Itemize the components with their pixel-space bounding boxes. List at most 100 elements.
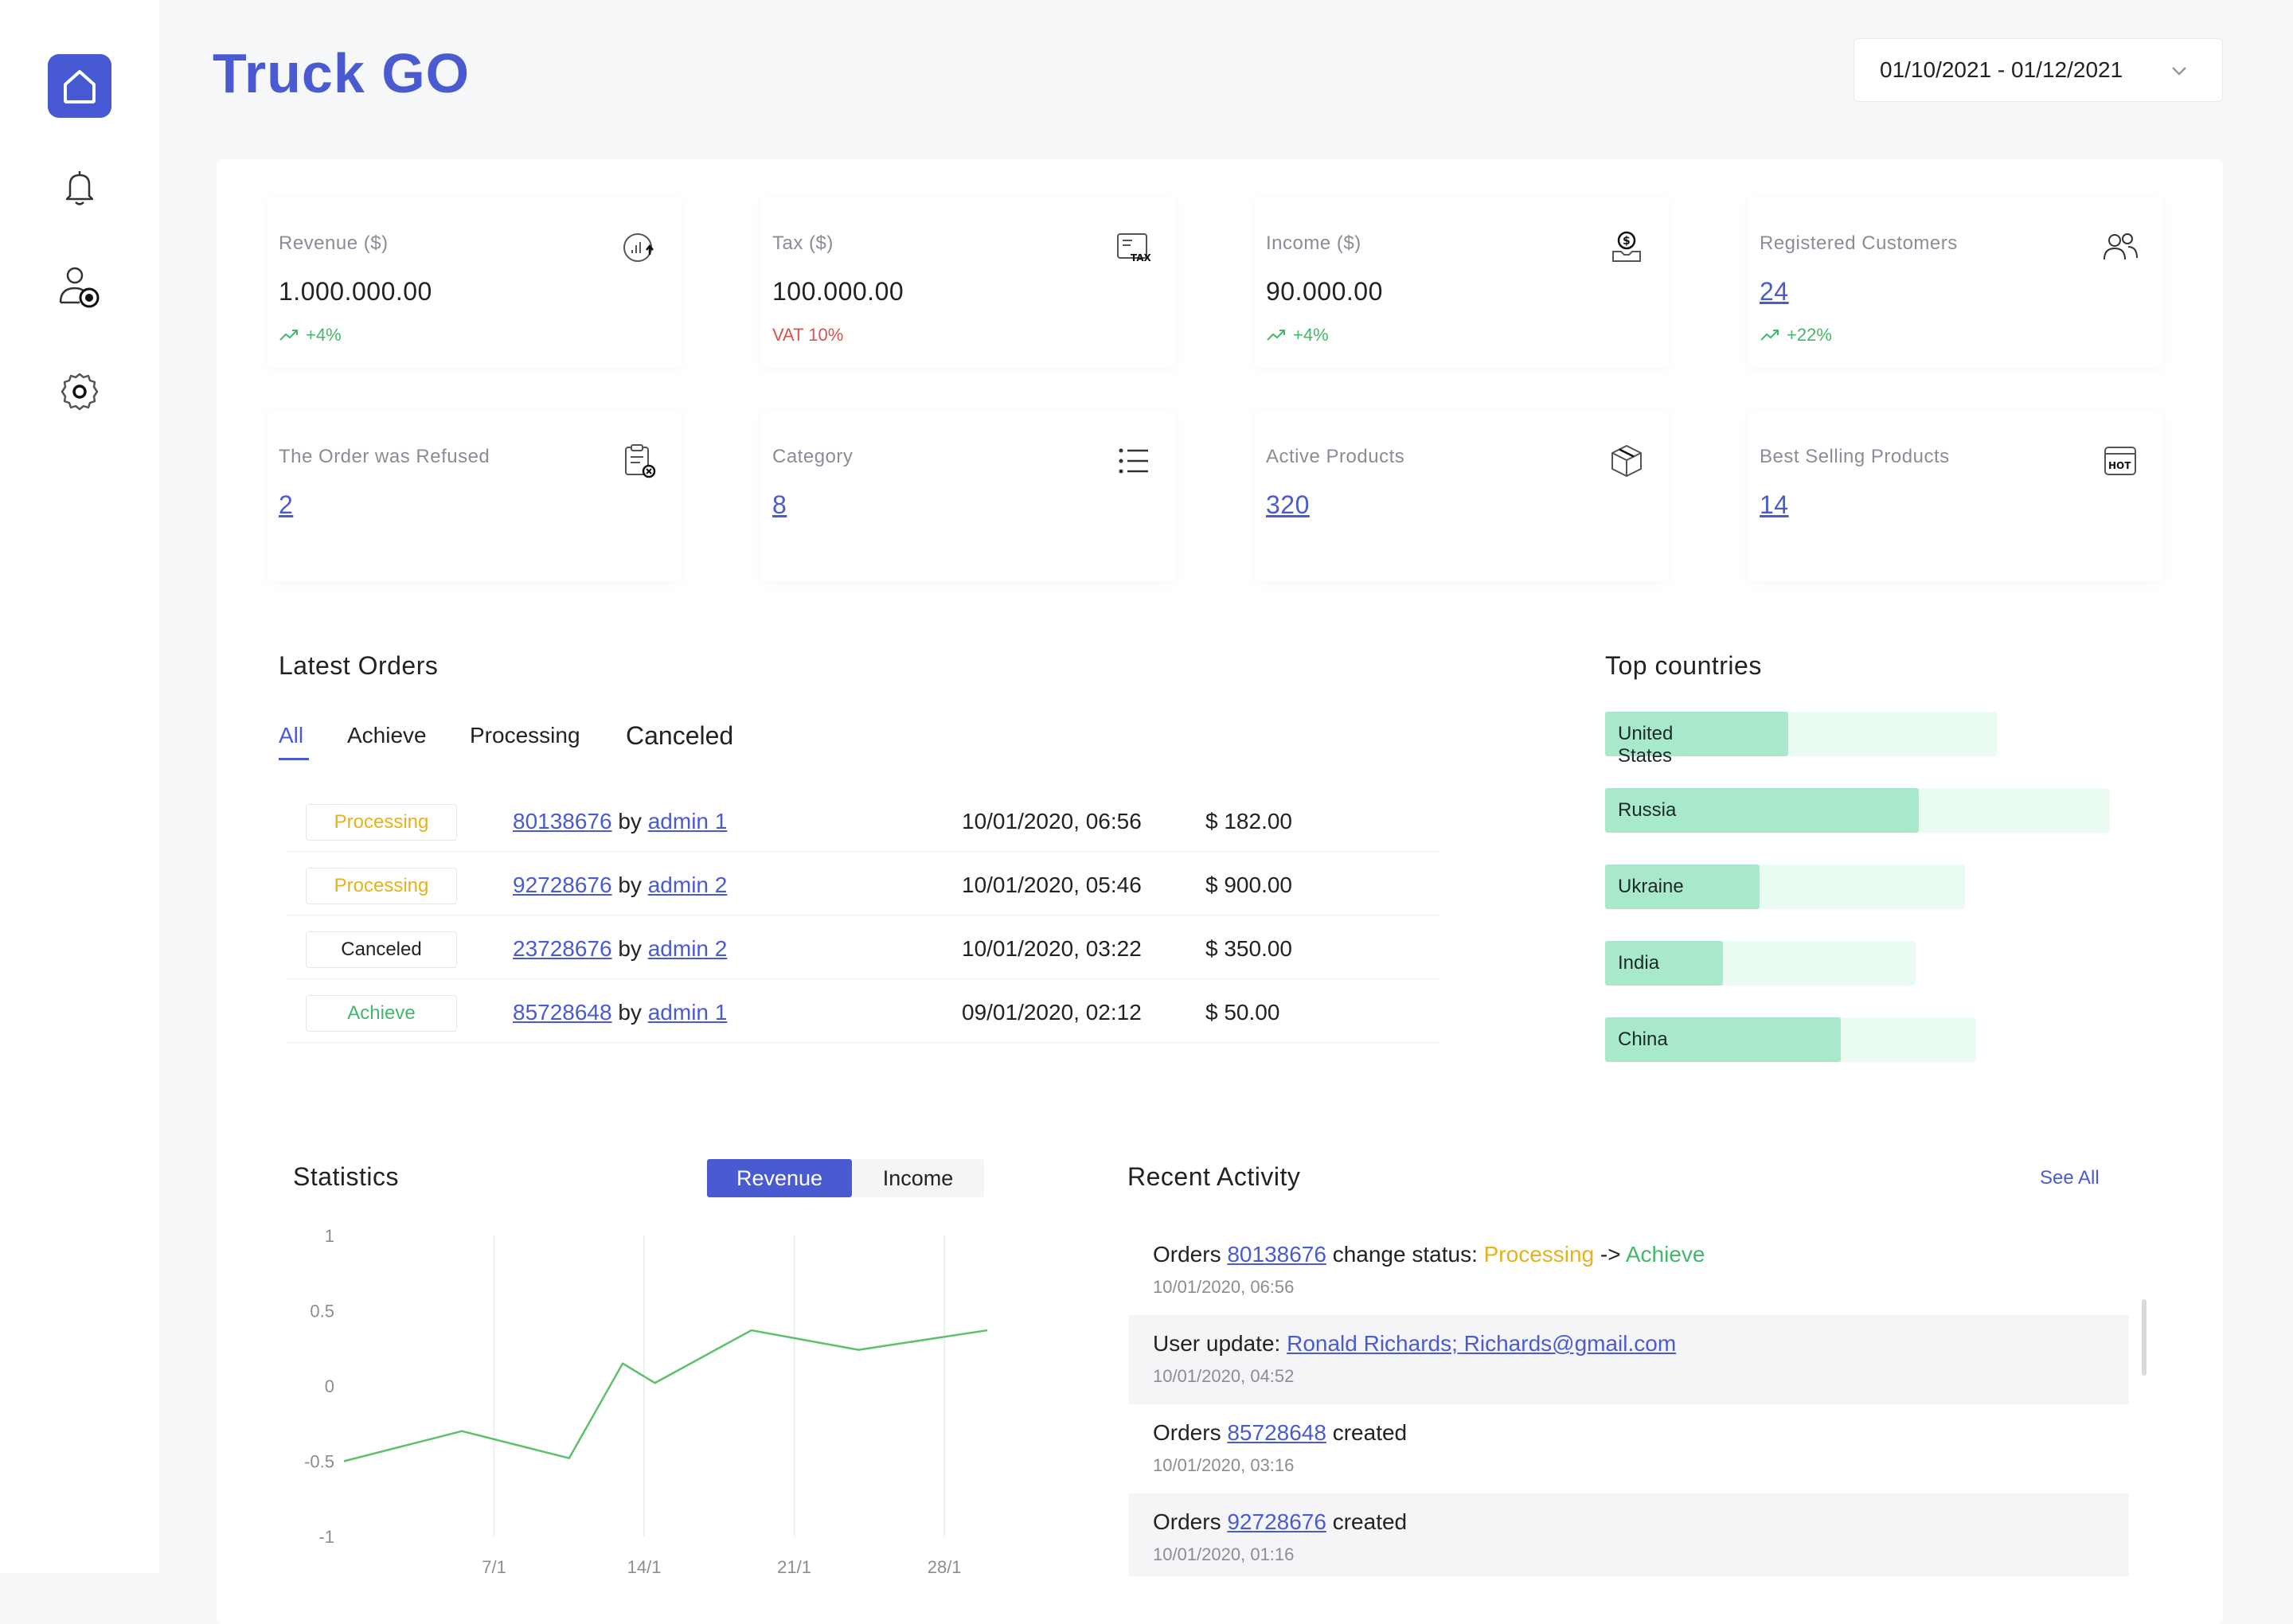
kpi-change: +4% xyxy=(1266,325,1329,345)
order-description: 92728676 by admin 2 xyxy=(513,873,727,898)
y-tick-label: -1 xyxy=(318,1527,334,1547)
clipboard-refused-icon xyxy=(625,444,656,478)
country-name: Russia xyxy=(1618,799,1677,821)
date-range-picker[interactable]: 01/10/2021 - 01/12/2021 xyxy=(1854,38,2223,102)
activity-text: Orders 92728676 created xyxy=(1153,1509,1407,1535)
activity-time: 10/01/2020, 01:16 xyxy=(1153,1544,1295,1564)
activity-prefix: User update: xyxy=(1153,1331,1281,1356)
status-badge: Processing xyxy=(306,868,457,904)
kpi-change: +4% xyxy=(279,325,342,345)
box-icon xyxy=(1611,445,1642,477)
activity-user-link[interactable]: Ronald Richards; Richards@gmail.com xyxy=(1287,1331,1677,1356)
activity-text: Orders 80138676 change status: Processin… xyxy=(1153,1242,1705,1267)
activity-order-link[interactable]: 92728676 xyxy=(1227,1509,1326,1534)
order-row[interactable]: Achieve 85728648 by admin 1 09/01/2020, … xyxy=(285,979,1439,1043)
activity-suffix: created xyxy=(1332,1509,1408,1534)
order-row[interactable]: Processing 80138676 by admin 1 10/01/202… xyxy=(285,788,1439,852)
kpi-label: Tax ($) xyxy=(772,232,834,254)
country-bar-fill xyxy=(1605,712,1788,756)
activity-list[interactable]: Orders 80138676 change status: Processin… xyxy=(1129,1226,2129,1576)
kpi-value-link[interactable]: 8 xyxy=(772,490,787,519)
order-id-link[interactable]: 23728676 xyxy=(513,936,612,961)
order-date: 10/01/2020, 06:56 xyxy=(962,809,1142,833)
svg-text:TAX: TAX xyxy=(1131,252,1151,264)
order-row[interactable]: Processing 92728676 by admin 2 10/01/202… xyxy=(285,852,1439,915)
kpi-revenue: Revenue ($) 1.000.000.00 +4% xyxy=(268,197,682,368)
activity-suffix: created xyxy=(1332,1420,1408,1445)
order-admin-link[interactable]: admin 2 xyxy=(647,936,728,961)
y-tick-label: -0.5 xyxy=(304,1452,334,1472)
order-description: 85728648 by admin 1 xyxy=(513,1000,727,1025)
order-row[interactable]: Canceled 23728676 by admin 2 10/01/2020,… xyxy=(285,915,1439,979)
order-id-link[interactable]: 80138676 xyxy=(513,809,612,833)
order-description: 23728676 by admin 2 xyxy=(513,936,727,962)
chevron-down-icon xyxy=(2172,67,2186,76)
activity-scrollbar[interactable] xyxy=(2142,1299,2147,1376)
activity-item: Orders 92728676 created 10/01/2020, 01:1… xyxy=(1129,1493,2129,1576)
x-tick-label: 28/1 xyxy=(928,1557,962,1577)
tab-achieve[interactable]: Achieve xyxy=(347,723,427,748)
order-date: 10/01/2020, 05:46 xyxy=(962,873,1142,897)
kpi-change-value: +4% xyxy=(306,325,342,345)
kpi-value-link[interactable]: 24 xyxy=(1760,277,1789,306)
kpi-value-link[interactable]: 2 xyxy=(279,490,294,519)
country-name: India xyxy=(1618,952,1660,974)
trend-up-icon xyxy=(1760,330,1779,341)
order-id-link[interactable]: 85728648 xyxy=(513,1000,612,1025)
trend-up-icon xyxy=(279,330,298,341)
user-gear-icon[interactable] xyxy=(48,256,111,320)
order-by-label: by xyxy=(618,1000,642,1025)
toggle-revenue[interactable]: Revenue xyxy=(707,1159,852,1197)
toggle-income[interactable]: Income xyxy=(852,1159,984,1197)
order-admin-link[interactable]: admin 1 xyxy=(647,1000,728,1025)
activity-order-link[interactable]: 80138676 xyxy=(1227,1242,1326,1267)
activity-item: Orders 80138676 change status: Processin… xyxy=(1129,1226,2129,1315)
kpi-best-selling-products: Best Selling Products 14 HOT xyxy=(1748,411,2162,581)
kpi-change-value: +22% xyxy=(1787,325,1832,345)
svg-text:HOT: HOT xyxy=(2108,460,2131,471)
order-admin-link[interactable]: admin 1 xyxy=(647,809,728,833)
order-id-link[interactable]: 92728676 xyxy=(513,873,612,897)
kpi-tax: Tax ($) 100.000.00 VAT 10% TAX xyxy=(761,197,1175,368)
tab-all[interactable]: All xyxy=(279,723,304,748)
tax-receipt-icon: TAX xyxy=(1117,233,1151,264)
series-line xyxy=(343,1329,988,1462)
activity-time: 10/01/2020, 03:16 xyxy=(1153,1455,1295,1475)
kpi-value: 1.000.000.00 xyxy=(279,277,432,306)
money-hand-icon: $ xyxy=(1612,231,1641,262)
y-tick-label: 0 xyxy=(325,1376,334,1396)
bell-icon[interactable] xyxy=(48,156,111,220)
activity-status-from: Processing xyxy=(1483,1242,1595,1267)
activity-prefix: Orders xyxy=(1153,1242,1221,1267)
activity-status-to: Achieve xyxy=(1625,1242,1705,1267)
kpi-label: Income ($) xyxy=(1266,232,1361,254)
home-icon[interactable] xyxy=(48,54,111,118)
gear-icon[interactable] xyxy=(48,360,111,424)
activity-arrow: -> xyxy=(1600,1242,1621,1267)
sidebar xyxy=(0,0,159,1573)
order-amount: $ 50.00 xyxy=(1205,1000,1280,1025)
order-by-label: by xyxy=(618,936,642,961)
kpi-label: The Order was Refused xyxy=(279,446,490,467)
activity-order-link[interactable]: 85728648 xyxy=(1227,1420,1326,1445)
tab-processing[interactable]: Processing xyxy=(470,723,580,748)
kpi-change: +22% xyxy=(1760,325,1832,345)
kpi-change-value: VAT 10% xyxy=(772,325,844,345)
order-admin-link[interactable]: admin 2 xyxy=(647,873,728,897)
status-badge: Processing xyxy=(306,804,457,841)
trend-up-icon xyxy=(1267,330,1285,341)
kpi-value-link[interactable]: 320 xyxy=(1266,490,1310,519)
activity-mid: change status: xyxy=(1332,1242,1478,1267)
kpi-value-link[interactable]: 14 xyxy=(1760,490,1789,519)
tab-canceled[interactable]: Canceled xyxy=(626,721,734,750)
see-all-link[interactable]: See All xyxy=(2040,1167,2100,1189)
x-tick-label: 14/1 xyxy=(627,1557,662,1577)
order-description: 80138676 by admin 1 xyxy=(513,809,727,834)
kpi-change-value: +4% xyxy=(1293,325,1329,345)
country-bar-fill xyxy=(1605,941,1723,986)
status-badge: Achieve xyxy=(306,995,457,1032)
activity-prefix: Orders xyxy=(1153,1509,1221,1534)
order-date: 10/01/2020, 03:22 xyxy=(962,936,1142,961)
order-amount: $ 900.00 xyxy=(1205,873,1292,897)
hot-badge-icon: HOT xyxy=(2104,447,2136,475)
